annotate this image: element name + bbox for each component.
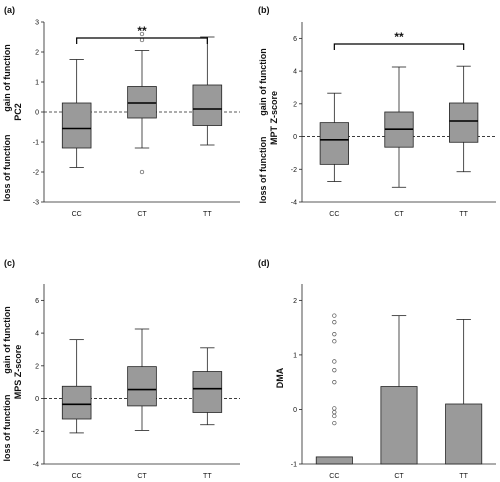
y-tick-label: 6 (35, 298, 39, 305)
x-tick-label: CC (329, 211, 339, 218)
outlier-point (332, 313, 337, 318)
panel-d-plot: -1 0 1 2 CC CT TT (291, 284, 496, 480)
outlier-point (332, 420, 337, 426)
y-tick-label: 4 (35, 331, 39, 338)
x-tick-label: CT (394, 473, 404, 480)
outlier-point (332, 406, 337, 411)
panel-d-label: (d) (258, 258, 270, 268)
y-tick-label: 0 (293, 134, 297, 141)
bar (380, 386, 418, 465)
box (319, 122, 349, 165)
x-tick-label: CC (72, 211, 82, 218)
outlier-point (332, 332, 337, 337)
y-tick-label: 0 (293, 407, 297, 414)
x-tick-label: CC (329, 473, 339, 480)
y-tick-label: 1 (293, 352, 297, 359)
panel-b: (b) gain of function MPT Z-score loss of… (258, 5, 496, 218)
y-tick-label: -4 (291, 200, 297, 207)
outlier-point (139, 37, 145, 43)
y-tick-label: 2 (293, 101, 297, 108)
y-tick-label: 2 (35, 363, 39, 370)
box (61, 385, 92, 420)
panel-b-ylabel-upper: gain of function (258, 48, 268, 116)
y-tick-label: 4 (293, 69, 297, 76)
outlier-point (332, 413, 337, 419)
y-tick-label: -2 (33, 170, 39, 177)
x-tick-label: CC (72, 473, 82, 480)
panel-d: (d) DMA -1 0 1 2 CC CT TT (258, 258, 496, 480)
box (61, 102, 92, 149)
panel-a-ylabel-upper: gain of function (2, 44, 12, 112)
outlier-point (332, 320, 337, 325)
panel-b-label: (b) (258, 5, 270, 15)
panel-b-ylabel-lower: loss of function (258, 137, 268, 204)
y-tick-label: -1 (291, 462, 297, 469)
box (192, 84, 223, 126)
panel-c-label: (c) (4, 258, 15, 268)
x-tick-label: TT (459, 473, 468, 480)
outlier-point (332, 380, 337, 385)
significance-bracket (76, 37, 208, 44)
y-tick-label: -3 (33, 200, 39, 207)
panel-b-plot: -4 -2 0 2 4 6 CC CT TT ** (291, 22, 496, 218)
panel-c-plot: -4 -2 0 2 4 6 CC CT TT (33, 284, 240, 480)
x-tick-label: TT (203, 473, 212, 480)
y-tick-label: -4 (33, 462, 39, 469)
panel-b-ylabel: MPT Z-score (269, 91, 279, 145)
box (449, 102, 479, 143)
significance-bracket (333, 43, 465, 50)
x-tick-label: CT (394, 211, 404, 218)
outlier-point (139, 169, 145, 175)
significance-label: ** (137, 24, 147, 38)
bar (315, 456, 353, 465)
x-tick-label: TT (459, 211, 468, 218)
outlier-point (332, 410, 337, 415)
panel-d-ylabel: DMA (275, 367, 285, 388)
box (127, 366, 157, 407)
panel-a-label: (a) (4, 5, 15, 15)
y-tick-label: 6 (293, 36, 297, 43)
outlier-point (332, 368, 337, 373)
y-tick-label: 2 (293, 298, 297, 305)
y-tick-label: 1 (35, 80, 39, 87)
y-tick-label: -2 (33, 429, 39, 436)
panel-c-ylabel: MPS Z-score (13, 345, 23, 400)
y-tick-label: -2 (291, 167, 297, 174)
y-tick-label: 0 (35, 110, 39, 117)
panel-a-ylabel: PC2 (13, 103, 23, 121)
panel-a: (a) gain of function PC2 loss of functio… (2, 5, 240, 218)
significance-label: ** (394, 30, 404, 44)
outlier-point (332, 339, 337, 344)
outlier-point (139, 31, 145, 37)
panel-c: (c) gain of function MPS Z-score loss of… (2, 258, 240, 480)
panel-c-ylabel-upper: gain of function (2, 306, 12, 374)
y-tick-label: 3 (35, 20, 39, 27)
outlier-point (332, 359, 337, 364)
panel-a-plot: -3 -2 -1 0 1 2 3 CC CT TT ** (33, 20, 240, 218)
y-tick-label: 2 (35, 50, 39, 57)
panel-a-ylabel-lower: loss of function (2, 135, 12, 202)
box (192, 371, 223, 413)
y-tick-label: 0 (35, 396, 39, 403)
panel-c-ylabel-lower: loss of function (2, 395, 12, 462)
x-tick-label: TT (203, 211, 212, 218)
x-tick-label: CT (137, 473, 147, 480)
x-tick-label: CT (137, 211, 147, 218)
y-tick-label: -1 (33, 140, 39, 147)
bar (445, 403, 483, 465)
